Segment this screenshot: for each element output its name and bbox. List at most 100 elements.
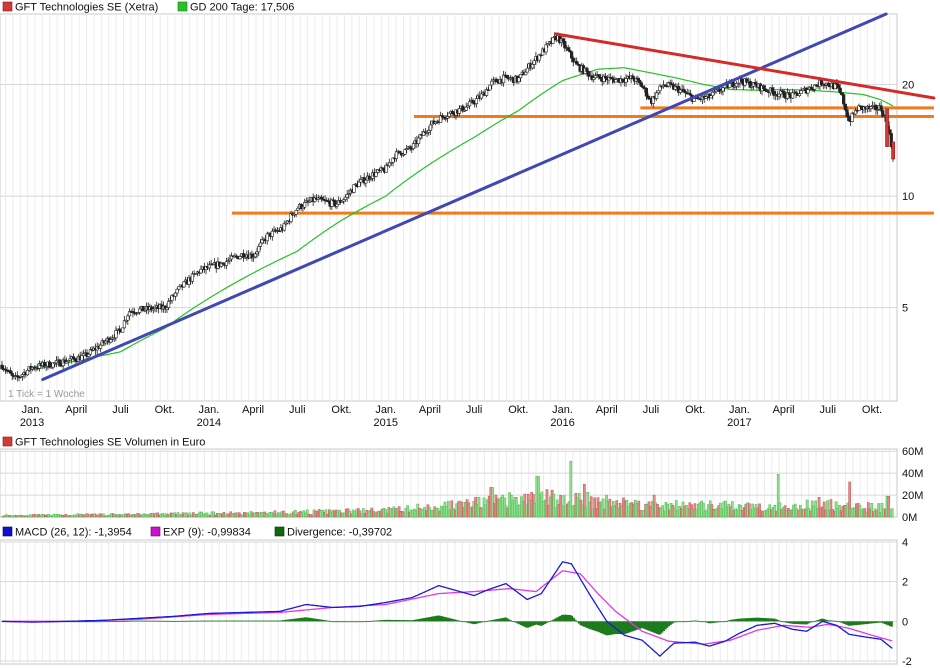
legend-swatch-gd200 (177, 1, 188, 12)
divergence-bar (698, 621, 701, 622)
divergence-bar (333, 621, 336, 623)
candle-body (389, 161, 393, 164)
divergence-bar (200, 620, 203, 622)
candle-body (568, 50, 572, 53)
divergence-bar (360, 621, 363, 623)
divergence-bar (819, 619, 822, 622)
divergence-bar (707, 621, 710, 624)
divergence-bar (600, 621, 603, 634)
candle-body (551, 37, 555, 44)
candle-body (467, 101, 472, 107)
price-tick-label: 10 (902, 191, 914, 203)
divergence-bar (86, 621, 89, 623)
divergence-bar (259, 620, 262, 622)
divergence-bar (224, 620, 227, 622)
candle-body (408, 146, 412, 149)
divergence-bar (700, 621, 703, 623)
divergence-bar (195, 620, 198, 622)
divergence-bar (181, 620, 184, 622)
divergence-bar (809, 621, 812, 623)
divergence-bar (418, 618, 421, 622)
divergence-bar (197, 620, 200, 622)
divergence-bar (351, 621, 354, 623)
x-year-label: 2016 (550, 417, 574, 429)
divergence-bar (734, 619, 737, 622)
x-tick-label: Okt. (685, 404, 705, 416)
divergence-bar (103, 621, 106, 623)
divergence-bar (678, 621, 681, 623)
divergence-bar (110, 621, 113, 622)
divergence-bar (802, 621, 805, 625)
divergence-bar (521, 621, 524, 626)
divergence-bar (430, 616, 433, 622)
divergence-bar (149, 620, 152, 622)
divergence-bar (79, 621, 82, 623)
divergence-bar (316, 618, 319, 622)
candle-body (585, 67, 589, 72)
divergence-bar (508, 619, 511, 622)
divergence-bar (487, 620, 490, 622)
candle-body (357, 181, 361, 188)
divergence-bar (205, 620, 208, 622)
candle-body (44, 365, 48, 368)
divergence-bar (76, 621, 79, 623)
divergence-bar (258, 620, 261, 622)
divergence-bar (674, 621, 677, 623)
divergence-bar (758, 617, 761, 622)
volume-bar (28, 514, 32, 518)
candle-body (253, 253, 257, 258)
candle-body (243, 256, 247, 259)
divergence-bar (244, 620, 247, 622)
divergence-bar (479, 621, 482, 623)
divergence-bar (645, 621, 648, 630)
divergence-bar (414, 619, 417, 622)
divergence-bar (282, 620, 285, 622)
candle-body (294, 209, 298, 215)
divergence-bar (822, 618, 825, 622)
divergence-bar (814, 620, 817, 622)
candle-body (712, 91, 717, 93)
candle-body (345, 193, 349, 198)
divergence-bar (800, 621, 803, 625)
divergence-bar (98, 621, 101, 623)
divergence-bar (139, 620, 142, 622)
candle-body (425, 132, 429, 134)
divergence-bar (373, 620, 376, 622)
divergence-bar (532, 621, 535, 626)
divergence-bar (394, 619, 397, 622)
divergence-bar (122, 620, 125, 622)
divergence-bar (117, 621, 120, 622)
tick-note: 1 Tick = 1 Woche (8, 389, 85, 400)
volume-bar (176, 512, 180, 518)
candle-body (207, 264, 212, 269)
candle-body (631, 75, 635, 80)
divergence-bar (564, 614, 567, 622)
x-tick-label: Jan. (22, 404, 43, 416)
divergence-bar (832, 620, 835, 622)
candle-body (791, 92, 795, 99)
x-tick-label: April (65, 404, 87, 416)
candle-body (49, 366, 53, 369)
divergence-bar (327, 620, 330, 622)
candle-body (656, 90, 660, 94)
divergence-bar (341, 621, 344, 623)
candle-body (284, 222, 288, 225)
candle-body (530, 64, 535, 69)
candle-body (813, 84, 817, 90)
divergence-bar (856, 621, 859, 625)
candle-body (0, 364, 4, 370)
candle-body (517, 77, 521, 83)
divergence-bar (169, 620, 172, 622)
divergence-bar (115, 621, 118, 622)
divergence-bar (686, 621, 689, 622)
x-year-label: 2013 (20, 417, 44, 429)
divergence-bar (481, 621, 484, 623)
divergence-bar (492, 619, 495, 622)
divergence-bar (798, 621, 801, 625)
candle-body (891, 141, 896, 160)
x-tick-label: Juli (112, 404, 129, 416)
divergence-bar (656, 621, 659, 634)
candle-body (566, 47, 570, 51)
divergence-bar (299, 618, 302, 622)
divergence-bar (501, 618, 504, 622)
